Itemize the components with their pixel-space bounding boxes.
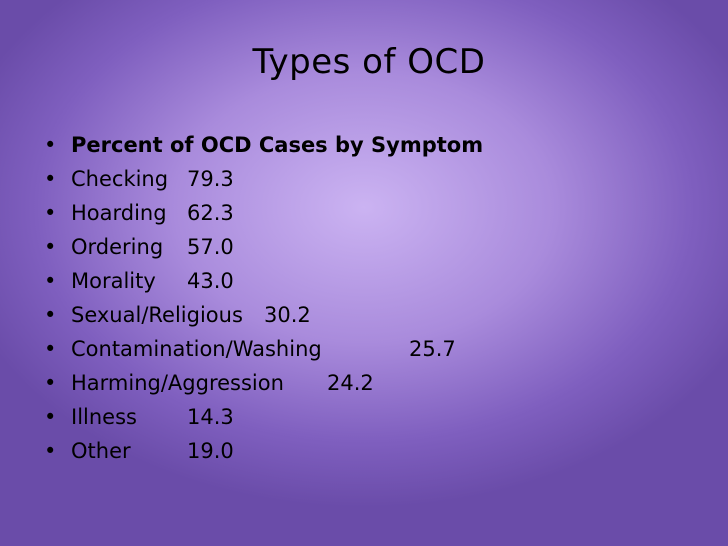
list-item: • Checking 79.3 (44, 162, 234, 196)
list-item: • Illness 14.3 (44, 400, 234, 434)
list-heading: Percent of OCD Cases by Symptom (71, 133, 484, 157)
symptom-label: Checking (71, 167, 169, 191)
symptom-value: 62.3 (187, 201, 234, 225)
list-item: • Morality 43.0 (44, 264, 234, 298)
symptom-label: Sexual/Religious (71, 303, 243, 327)
bullet-icon: • (44, 337, 57, 361)
list-item: • Harming/Aggression 24.2 (44, 366, 374, 400)
bullet-icon: • (44, 235, 57, 259)
list-item: • Ordering 57.0 (44, 230, 234, 264)
bullet-icon: • (44, 133, 57, 157)
symptom-value: 25.7 (409, 337, 456, 361)
symptom-label: Morality (71, 269, 156, 293)
symptom-value: 14.3 (187, 405, 234, 429)
bullet-icon: • (44, 371, 57, 395)
bullet-icon: • (44, 439, 57, 463)
symptom-label: Hoarding (71, 201, 167, 225)
list-item: • Contamination/Washing 25.7 (44, 332, 456, 366)
list-item: • Other 19.0 (44, 434, 234, 468)
list-item-heading: • Percent of OCD Cases by Symptom (44, 128, 483, 162)
slide-title: Types of OCD (0, 42, 728, 82)
bullet-list: • Percent of OCD Cases by Symptom • Chec… (44, 128, 483, 468)
symptom-value: 24.2 (327, 371, 374, 395)
symptom-value: 43.0 (187, 269, 234, 293)
list-item: • Sexual/Religious 30.2 (44, 298, 311, 332)
symptom-value: 57.0 (187, 235, 234, 259)
bullet-icon: • (44, 201, 57, 225)
bullet-icon: • (44, 269, 57, 293)
symptom-label: Harming/Aggression (71, 371, 284, 395)
symptom-label: Illness (71, 405, 137, 429)
slide-title-text: Types of OCD (252, 42, 486, 82)
symptom-label: Other (71, 439, 131, 463)
list-item: • Hoarding 62.3 (44, 196, 234, 230)
symptom-value: 19.0 (187, 439, 234, 463)
bullet-icon: • (44, 167, 57, 191)
bullet-icon: • (44, 303, 57, 327)
symptom-value: 30.2 (264, 303, 311, 327)
symptom-label: Contamination/Washing (71, 337, 322, 361)
symptom-label: Ordering (71, 235, 164, 259)
symptom-value: 79.3 (187, 167, 234, 191)
bullet-icon: • (44, 405, 57, 429)
